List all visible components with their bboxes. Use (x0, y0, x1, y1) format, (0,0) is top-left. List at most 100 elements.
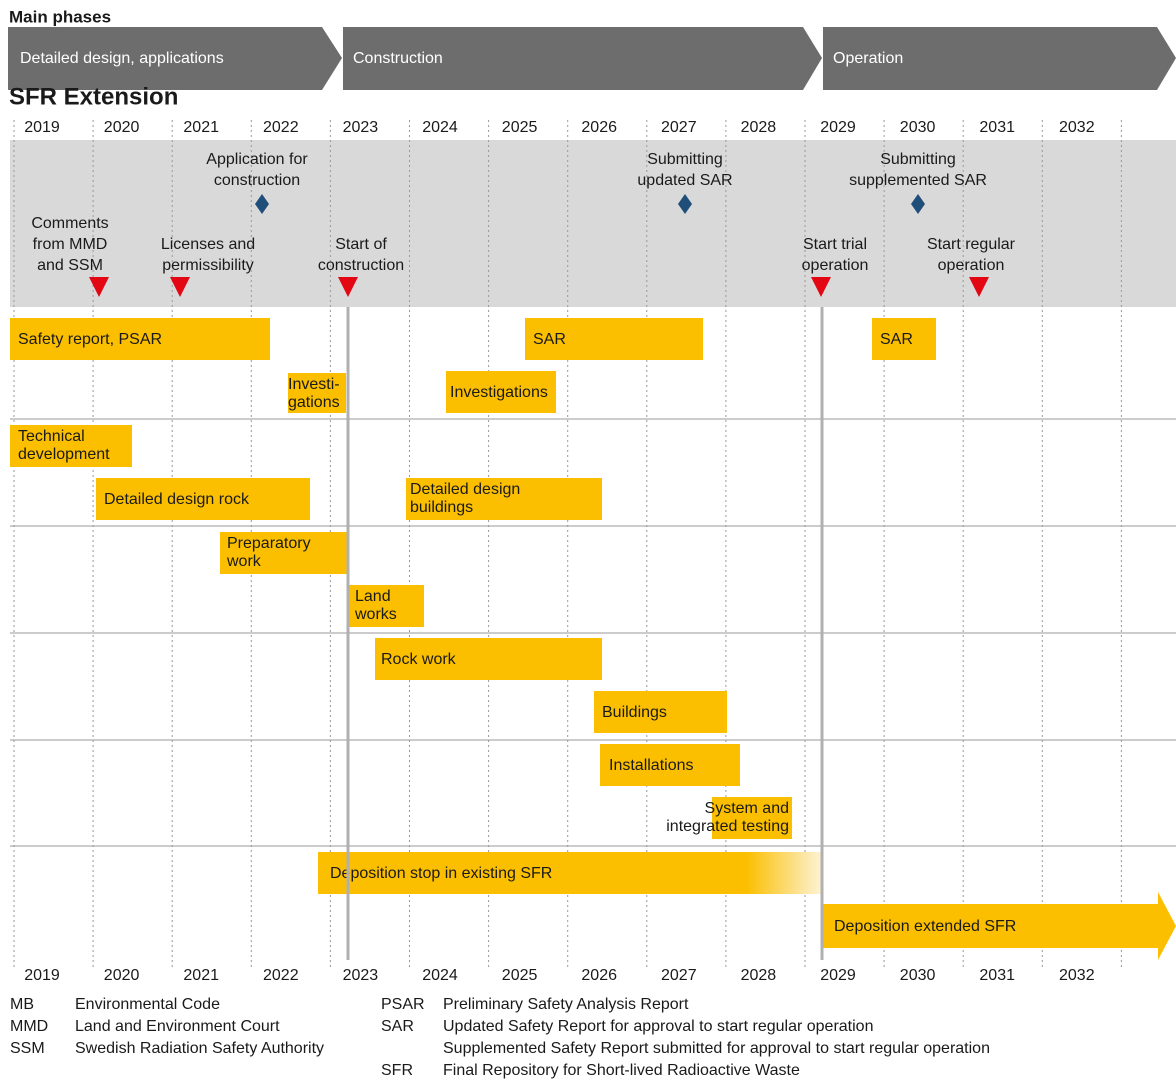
milestone-label: Submitting (647, 151, 723, 168)
phase-label: Construction (353, 50, 443, 67)
year-label: 2025 (502, 967, 538, 984)
activity-label: Deposition extended SFR (834, 918, 1016, 935)
year-label: 2021 (183, 119, 219, 136)
year-label: 2029 (820, 967, 856, 984)
activity-bar (406, 478, 602, 520)
activity-label: Investi- (288, 376, 340, 393)
activity-label: Preparatory (227, 535, 311, 552)
year-label: 2032 (1059, 119, 1095, 136)
milestone-label: operation (938, 257, 1005, 274)
activity-bar (220, 532, 348, 574)
year-label: 2031 (979, 119, 1015, 136)
legend-text: Swedish Radiation Safety Authority (75, 1040, 324, 1057)
activity-bar (10, 318, 270, 360)
activity-bar (712, 797, 792, 839)
milestone-label: supplemented SAR (849, 172, 987, 189)
milestone-label: Start trial (803, 236, 867, 253)
milestone-label: Submitting (880, 151, 956, 168)
legend-text: Updated Safety Report for approval to st… (443, 1018, 873, 1035)
legend-abbr: SSM (10, 1040, 45, 1057)
year-label: 2026 (581, 119, 617, 136)
activity-label: development (18, 446, 110, 463)
milestone-triangle (811, 277, 831, 297)
year-label: 2021 (183, 967, 219, 984)
milestone-label: Application for (206, 151, 308, 168)
year-label: 2026 (581, 967, 617, 984)
activity-label: Investigations (450, 384, 548, 401)
year-label: 2030 (900, 967, 936, 984)
activity-label: buildings (410, 499, 473, 516)
year-label: 2027 (661, 967, 697, 984)
milestone-label: permissibility (162, 257, 254, 274)
year-label: 2023 (343, 119, 379, 136)
timeline-title: SFR Extension (9, 83, 178, 110)
phases-title: Main phases (9, 7, 111, 26)
activity-bar (96, 478, 310, 520)
year-label: 2019 (24, 119, 60, 136)
activity-label: Deposition stop in existing SFR (330, 865, 552, 882)
legend-text: Land and Environment Court (75, 1018, 280, 1035)
year-label: 2022 (263, 967, 299, 984)
year-label: 2028 (741, 119, 777, 136)
activity-bar (600, 744, 740, 786)
year-label: 2020 (104, 967, 140, 984)
milestone-label: Comments (31, 215, 108, 232)
activity-label: works (354, 606, 397, 623)
milestone-label: updated SAR (637, 172, 732, 189)
year-label: 2032 (1059, 967, 1095, 984)
activity-bar (446, 371, 556, 413)
legend-text: Environmental Code (75, 996, 220, 1013)
milestone-triangle (969, 277, 989, 297)
year-label: 2029 (820, 119, 856, 136)
activity-bar (10, 425, 132, 467)
year-label: 2027 (661, 119, 697, 136)
year-label: 2022 (263, 119, 299, 136)
milestone-diamond (255, 194, 269, 214)
activity-bar (872, 318, 936, 360)
year-label: 2019 (24, 967, 60, 984)
legend-abbr: SAR (381, 1018, 414, 1035)
phase-label: Operation (833, 50, 903, 67)
activity-label: Detailed design (410, 481, 520, 498)
legend-text: Preliminary Safety Analysis Report (443, 996, 689, 1013)
activity-bar (288, 373, 346, 413)
year-label: 2023 (343, 967, 379, 984)
legend-text: Supplemented Safety Report submitted for… (443, 1040, 990, 1057)
legend-abbr: SFR (381, 1062, 413, 1079)
milestone-triangle (170, 277, 190, 297)
activity-label: work (226, 553, 262, 570)
milestone-label: construction (318, 257, 404, 274)
year-label: 2020 (104, 119, 140, 136)
activity-label: Detailed design rock (104, 491, 250, 508)
legend-abbr: MMD (10, 1018, 48, 1035)
activity-bar (525, 318, 703, 360)
year-label: 2024 (422, 967, 458, 984)
activity-label: Technical (18, 428, 85, 445)
activity-arrow (822, 892, 1176, 960)
activity-label: SAR (533, 331, 566, 348)
phase-arrow (8, 27, 342, 90)
phase-label: Detailed design, applications (20, 50, 224, 67)
milestone-label: from MMD (33, 236, 108, 253)
phase-arrow (343, 27, 822, 90)
activity-bar (594, 691, 727, 733)
legend-text: Final Repository for Short-lived Radioac… (443, 1062, 800, 1079)
activity-label: Land (355, 588, 391, 605)
year-label: 2028 (741, 967, 777, 984)
legend-abbr: MB (10, 996, 34, 1013)
milestone-triangle (338, 277, 358, 297)
year-label: 2025 (502, 119, 538, 136)
activity-bar (375, 638, 602, 680)
activity-label: Buildings (602, 704, 667, 721)
activity-label: System and (705, 800, 789, 817)
milestone-triangle (89, 277, 109, 297)
milestone-diamond (678, 194, 692, 214)
phase-arrow (823, 27, 1176, 90)
milestone-label: Start of (335, 236, 387, 253)
activity-label: integrated testing (666, 818, 789, 835)
activity-label: SAR (880, 331, 913, 348)
legend-abbr: PSAR (381, 996, 425, 1013)
activity-label: Rock work (381, 651, 457, 668)
milestone-label: construction (214, 172, 300, 189)
